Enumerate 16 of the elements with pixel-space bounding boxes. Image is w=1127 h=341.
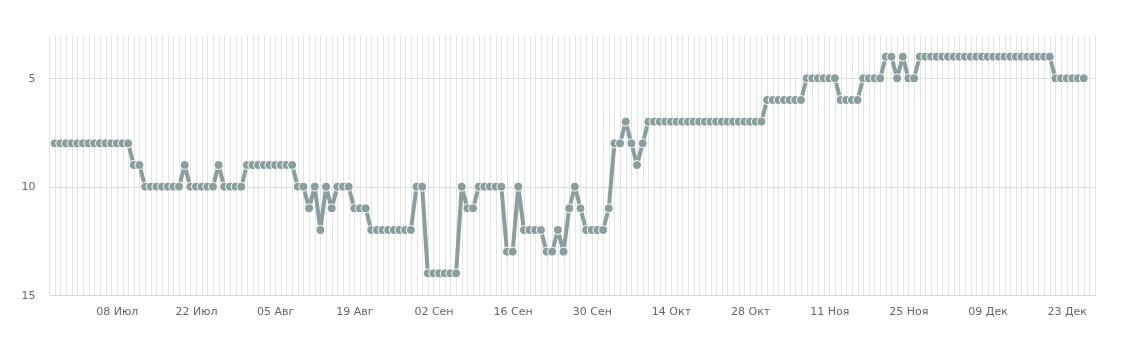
x-tick-label: 19 Авг [336,304,374,318]
x-tick-label: 08 Июл [96,304,139,318]
x-tick-label: 09 Дек [968,304,1009,318]
x-tick-label: 11 Ноя [810,304,850,318]
x-tick-label: 30 Сен [572,304,612,318]
y-tick-label: 5 [28,71,36,85]
x-tick-label: 28 Окт [730,304,771,318]
x-tick-label: 23 Дек [1047,304,1088,318]
x-tick-label: 22 Июл [175,304,218,318]
y-tick-label: 15 [21,288,36,302]
x-tick-label: 02 Сен [414,304,454,318]
y-tick-label: 10 [21,180,36,194]
x-tick-label: 14 Окт [651,304,692,318]
x-tick-label: 16 Сен [493,304,533,318]
x-tick-label: 05 Авг [257,304,295,318]
x-tick-label: 25 Ноя [889,304,929,318]
